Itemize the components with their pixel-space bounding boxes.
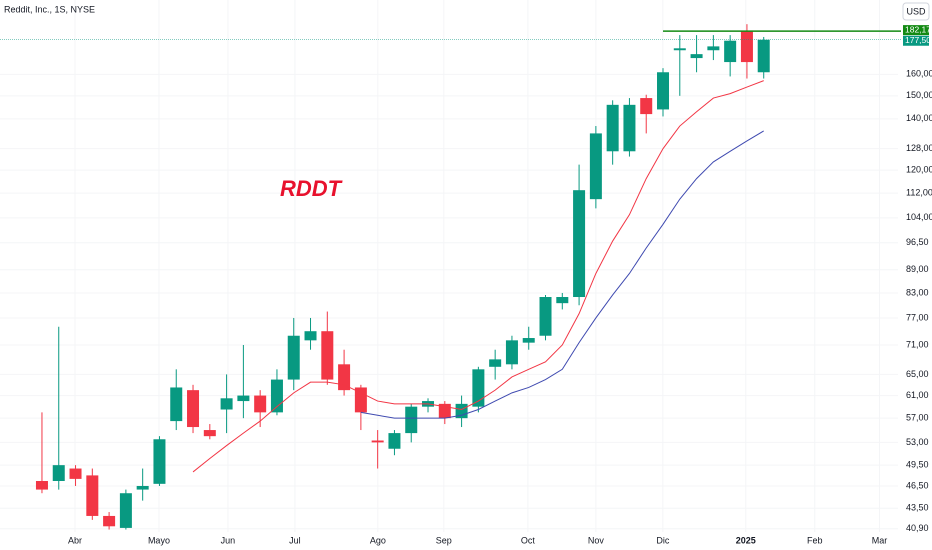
y-tick-label: 104,00 [906, 212, 932, 222]
x-tick-label: Dic [656, 535, 669, 545]
candle-body [606, 104, 619, 152]
candle-body [187, 390, 200, 428]
y-tick-label: 96,50 [906, 237, 929, 247]
candle-body [35, 481, 48, 490]
y-tick-label: 160,00 [906, 69, 932, 79]
candle-body [338, 364, 351, 391]
candle-body [556, 297, 569, 304]
x-tick-label: Oct [521, 535, 536, 545]
candle-body [254, 395, 267, 413]
x-tick-label: Jul [289, 535, 301, 545]
x-tick-label: Mayo [148, 535, 170, 545]
candle-body [690, 54, 703, 59]
candle-body [589, 133, 602, 200]
candle-body [237, 395, 250, 402]
y-tick-label: 140,00 [906, 113, 932, 123]
y-tick-label: 89,00 [906, 264, 929, 274]
x-tick-label: Nov [588, 535, 605, 545]
price-label-bg [903, 35, 929, 46]
price-label-bg [903, 25, 929, 36]
candle-body [103, 515, 116, 527]
x-tick-label: Feb [807, 535, 823, 545]
x-tick-label: Sep [436, 535, 452, 545]
chart-title: Reddit, Inc., 1S, NYSE [4, 4, 95, 14]
candle-body [640, 98, 653, 115]
candle-body [136, 485, 149, 490]
x-tick-label: Abr [68, 535, 82, 545]
y-tick-label: 61,00 [906, 390, 929, 400]
candle-body [119, 493, 132, 528]
y-tick-label: 112,00 [906, 188, 932, 198]
candle-body [740, 31, 753, 63]
moving-average [192, 80, 764, 473]
moving-average [360, 130, 764, 419]
candle-body [657, 72, 670, 110]
currency-box[interactable] [902, 2, 930, 21]
candle-body [757, 39, 770, 73]
annotation: RDDT [280, 176, 343, 201]
candle-body [489, 359, 502, 367]
candle-body [304, 331, 317, 341]
candle-body [405, 406, 418, 434]
candle-body [321, 331, 334, 380]
candle-body [170, 387, 183, 422]
candle-body [673, 48, 686, 51]
candle-body [153, 439, 166, 484]
y-tick-label: 57,00 [906, 413, 929, 423]
candle-body [472, 369, 485, 407]
candle-body [52, 465, 65, 482]
candle-body [86, 475, 99, 516]
grid [0, 0, 898, 532]
candle-body [707, 46, 720, 51]
y-tick-label: 83,00 [906, 287, 929, 297]
y-tick-label: 120,00 [906, 165, 932, 175]
candle-body [505, 340, 518, 365]
y-tick-label: 40,90 [906, 523, 929, 533]
candle-body [203, 430, 216, 437]
y-tick-label: 53,00 [906, 437, 929, 447]
y-tick-label: 128,00 [906, 143, 932, 153]
candle-body [388, 433, 401, 449]
candle-body [539, 297, 552, 336]
price-label: 177,50 [905, 35, 931, 45]
y-tick-label: 77,00 [906, 312, 929, 322]
y-tick-label: 65,00 [906, 369, 929, 379]
candle-body [270, 379, 283, 413]
x-tick-label: Ago [370, 535, 386, 545]
plot [35, 24, 770, 530]
candle-body [220, 398, 233, 410]
y-tick-label: 46,50 [906, 480, 929, 490]
candle-body [371, 440, 384, 443]
price-label: 182,17 [905, 24, 931, 34]
candle-body [287, 335, 300, 380]
y-tick-label: 43,50 [906, 503, 929, 513]
x-tick-label: Mar [872, 535, 888, 545]
y-tick-label: 150,00 [906, 90, 932, 100]
y-tick-label: 71,00 [906, 339, 929, 349]
x-tick-label: 2025 [736, 535, 756, 545]
candle-body [623, 104, 636, 152]
candle-body [724, 40, 737, 63]
currency: USD [906, 6, 926, 16]
candle-body [522, 338, 535, 343]
candle-body [354, 387, 367, 413]
y-tick-label: 49,50 [906, 460, 929, 470]
candle-body [573, 190, 586, 298]
candle-body [69, 468, 82, 479]
x-tick-label: Jun [221, 535, 236, 545]
